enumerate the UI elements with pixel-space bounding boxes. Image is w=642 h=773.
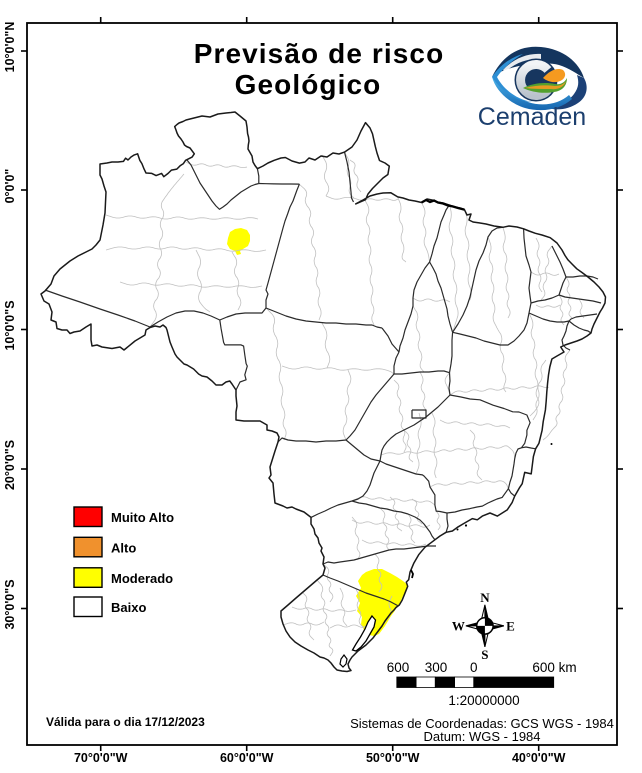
svg-text:N: N — [480, 590, 490, 605]
svg-text:Sistemas de Coordenadas: GCS W: Sistemas de Coordenadas: GCS WGS - 1984 — [350, 716, 614, 731]
svg-text:1:20000000: 1:20000000 — [448, 693, 519, 708]
svg-text:50°0'0"W: 50°0'0"W — [366, 751, 420, 765]
svg-text:Datum: WGS - 1984: Datum: WGS - 1984 — [423, 729, 540, 744]
svg-text:Moderado: Moderado — [111, 571, 173, 586]
svg-text:0°0'0": 0°0'0" — [3, 169, 17, 204]
svg-text:E: E — [506, 618, 515, 633]
svg-text:0: 0 — [470, 660, 478, 675]
svg-text:600 km: 600 km — [532, 660, 576, 675]
svg-text:600: 600 — [387, 660, 410, 675]
svg-text:10°0'0"S: 10°0'0"S — [3, 300, 17, 350]
svg-text:Previsão de risco: Previsão de risco — [194, 38, 445, 69]
svg-text:300: 300 — [425, 660, 448, 675]
svg-text:S: S — [481, 647, 488, 662]
svg-text:Baixo: Baixo — [111, 600, 146, 615]
svg-text:70°0'0"W: 70°0'0"W — [74, 751, 128, 765]
svg-text:20°0'0"S: 20°0'0"S — [3, 440, 17, 490]
svg-text:40°0'0"W: 40°0'0"W — [512, 751, 566, 765]
svg-text:Geológico: Geológico — [235, 69, 382, 100]
svg-text:10°0'0"N: 10°0'0"N — [3, 22, 17, 73]
svg-text:W: W — [452, 618, 465, 633]
svg-text:Muito Alto: Muito Alto — [111, 510, 174, 525]
svg-text:Alto: Alto — [111, 540, 136, 555]
svg-text:Cemaden: Cemaden — [478, 103, 586, 131]
svg-text:Válida para o dia 17/12/2023: Válida para o dia 17/12/2023 — [46, 715, 205, 729]
svg-text:30°0'0"S: 30°0'0"S — [3, 579, 17, 629]
svg-text:60°0'0"W: 60°0'0"W — [220, 751, 274, 765]
